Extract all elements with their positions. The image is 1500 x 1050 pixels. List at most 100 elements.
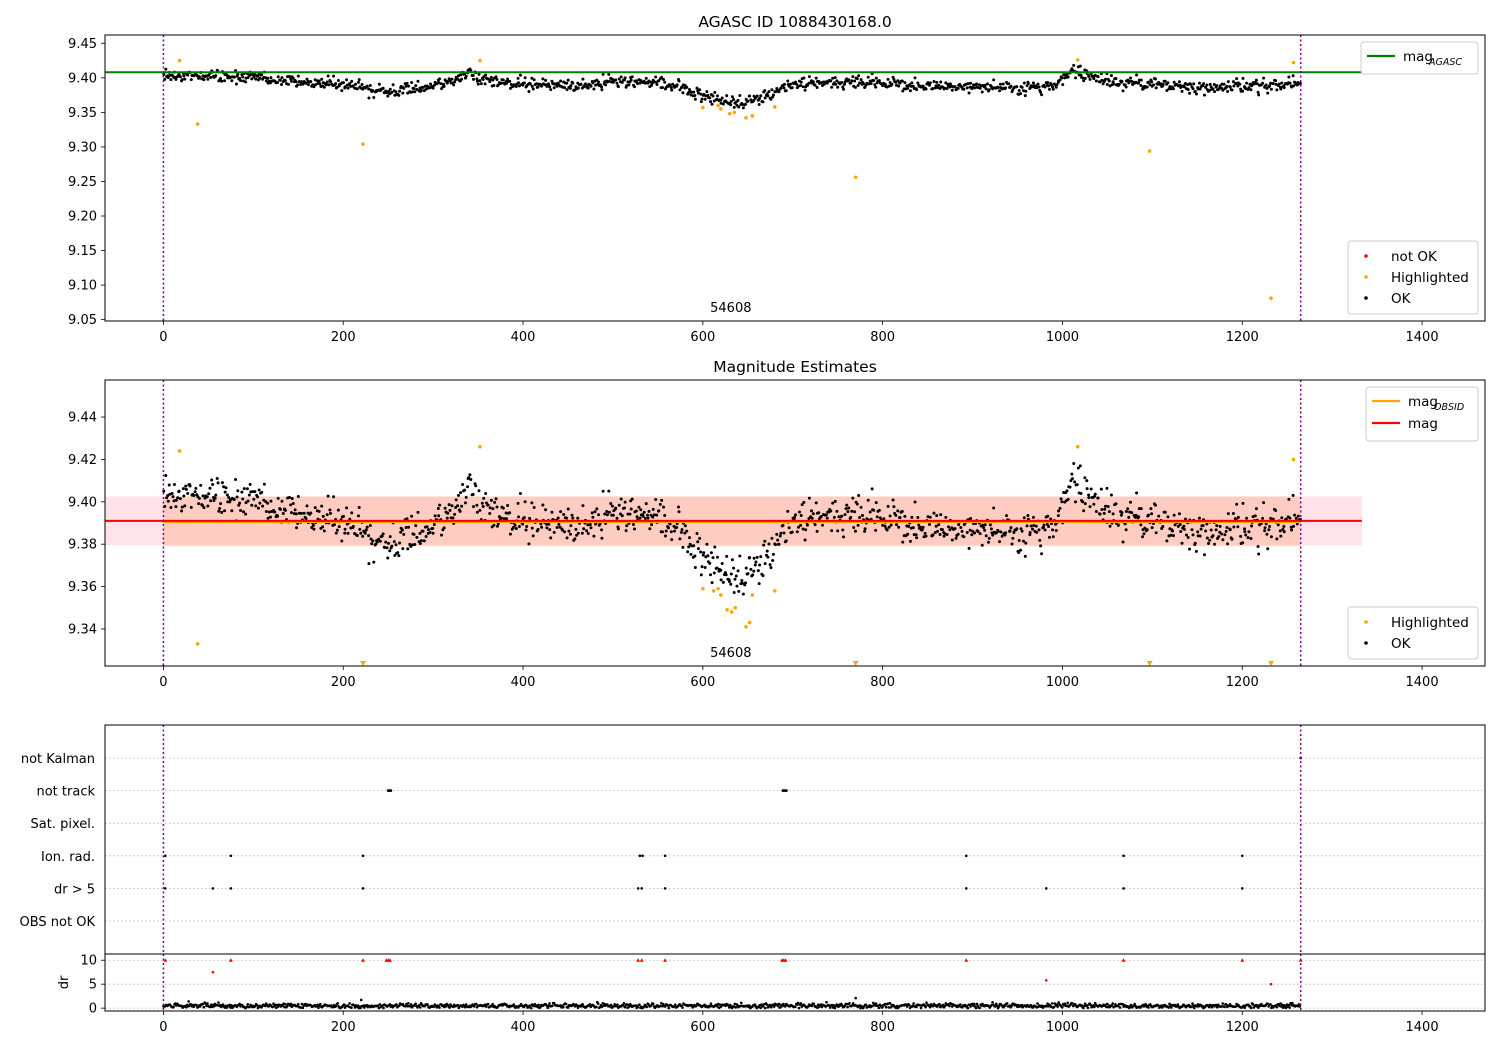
- ok-point: [705, 542, 709, 546]
- ok-point: [863, 527, 867, 531]
- ok-point: [227, 496, 231, 500]
- ok-point: [171, 495, 175, 499]
- ok-point: [975, 82, 979, 86]
- ok-point: [1022, 539, 1026, 543]
- dr-point: [969, 1005, 972, 1008]
- ok-point: [474, 484, 478, 488]
- flag-point: [638, 854, 642, 858]
- ok-point: [540, 525, 544, 529]
- ok-point: [1105, 486, 1109, 490]
- dr-point: [1215, 1005, 1219, 1009]
- ok-point: [1150, 512, 1154, 516]
- ok-point: [607, 79, 611, 83]
- ok-point: [280, 76, 284, 80]
- ok-point: [335, 528, 339, 532]
- ok-point: [1130, 79, 1134, 83]
- ok-point: [693, 566, 697, 570]
- ok-point: [933, 530, 937, 534]
- ok-point: [1171, 87, 1175, 91]
- ok-point: [1004, 531, 1008, 535]
- ok-point: [976, 530, 980, 534]
- ok-point: [1130, 511, 1134, 515]
- ok-point: [321, 525, 325, 529]
- ok-point: [983, 83, 987, 87]
- ok-point: [410, 90, 414, 94]
- ok-point: [628, 512, 632, 516]
- ok-point: [1035, 530, 1039, 534]
- ok-point: [687, 545, 691, 549]
- ok-point: [1292, 84, 1296, 88]
- obsid-annotation: 54608: [710, 646, 751, 661]
- ok-point: [181, 487, 185, 491]
- ok-point: [310, 526, 314, 530]
- ok-point: [332, 74, 336, 78]
- ok-point: [646, 516, 650, 520]
- x-tick-label: 800: [870, 1020, 895, 1035]
- dr-point: [1045, 1004, 1048, 1008]
- ok-point: [527, 542, 531, 546]
- ok-point: [299, 511, 303, 515]
- x-tick-label: 1000: [1046, 675, 1079, 690]
- ok-point: [517, 524, 521, 528]
- ok-point: [402, 86, 406, 90]
- ok-point: [1298, 82, 1302, 86]
- ok-point: [1277, 82, 1281, 86]
- ok-point: [582, 527, 586, 531]
- ok-point: [1265, 532, 1269, 536]
- ok-point: [428, 531, 432, 535]
- ok-point: [566, 507, 570, 511]
- ok-point: [910, 515, 914, 519]
- ok-point: [1292, 524, 1296, 528]
- ok-point: [1182, 85, 1186, 89]
- ok-point: [427, 528, 431, 532]
- dr-point: [414, 1002, 417, 1006]
- ok-point: [1166, 515, 1170, 519]
- ok-point: [492, 83, 496, 87]
- ok-point: [851, 75, 855, 79]
- ok-point: [786, 509, 790, 513]
- ok-point: [1037, 528, 1041, 532]
- ok-point: [1268, 525, 1272, 529]
- ok-point: [635, 515, 639, 519]
- ok-point: [530, 84, 534, 88]
- ok-point: [631, 523, 635, 527]
- ok-point: [730, 95, 734, 99]
- ok-point: [664, 529, 668, 533]
- ok-point: [641, 514, 645, 518]
- ok-point: [1051, 535, 1055, 539]
- ok-point: [939, 513, 943, 517]
- ok-point: [273, 510, 277, 514]
- ok-point: [1186, 536, 1190, 540]
- dr-red-point: [211, 970, 215, 974]
- legend-point-label: Highlighted: [1391, 615, 1469, 631]
- ok-point: [579, 82, 583, 86]
- ok-point: [696, 547, 700, 551]
- y-tick-label: 9.44: [68, 411, 97, 426]
- ok-point: [984, 87, 988, 91]
- ok-point: [945, 87, 949, 91]
- ok-point: [386, 556, 390, 560]
- dr-point: [881, 1005, 884, 1009]
- ok-point: [436, 507, 440, 511]
- x-tick-label: 800: [870, 675, 895, 690]
- ok-point: [1190, 528, 1194, 532]
- ok-point: [943, 86, 947, 90]
- ok-point: [293, 508, 297, 512]
- dr-point: [1281, 1006, 1285, 1009]
- ok-point: [410, 81, 414, 85]
- ok-point: [719, 578, 723, 582]
- highlighted-offscale-point: [852, 661, 859, 666]
- ok-point: [830, 529, 834, 533]
- ok-point: [523, 76, 527, 80]
- ok-point: [627, 83, 631, 87]
- ok-point: [1083, 502, 1087, 506]
- ok-point: [351, 84, 355, 88]
- ok-point: [456, 493, 460, 497]
- ok-point: [849, 515, 853, 519]
- ok-point: [744, 566, 748, 570]
- ok-point: [763, 539, 767, 543]
- ok-point: [719, 568, 723, 572]
- ok-point: [607, 510, 611, 514]
- ok-point: [696, 540, 700, 544]
- ok-point: [322, 529, 326, 533]
